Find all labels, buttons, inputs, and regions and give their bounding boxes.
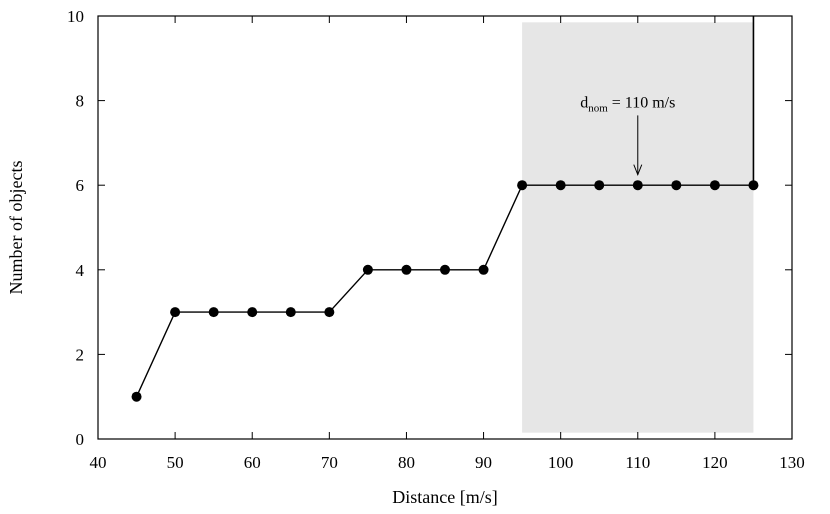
y-tick-label: 4 bbox=[76, 261, 85, 280]
data-point bbox=[594, 180, 605, 191]
data-point bbox=[632, 180, 643, 191]
x-tick-labels: 40 50 60 70 80 90 100 110 120 130 bbox=[90, 453, 805, 472]
data-point bbox=[401, 264, 412, 275]
data-point bbox=[440, 264, 450, 275]
shaded-region bbox=[522, 22, 754, 433]
x-tick-label: 110 bbox=[625, 453, 650, 472]
x-axis-title: Distance [m/s] bbox=[392, 487, 497, 507]
data-point bbox=[131, 391, 142, 402]
x-tick-label: 120 bbox=[702, 453, 728, 472]
data-point bbox=[671, 180, 682, 191]
y-axis-title: Number of objects bbox=[6, 161, 26, 295]
data-point bbox=[478, 264, 489, 275]
tick-marks bbox=[97, 15, 793, 440]
annotation-label: dnom = 110 m/s bbox=[580, 94, 675, 114]
annotation-main: d bbox=[580, 94, 588, 111]
x-tick-label: 50 bbox=[167, 453, 184, 472]
x-tick-label: 100 bbox=[548, 453, 574, 472]
y-tick-labels: 0 2 4 6 8 10 bbox=[67, 7, 85, 449]
plot-frame bbox=[97, 15, 793, 440]
y-tick-label: 6 bbox=[76, 176, 85, 195]
data-point bbox=[170, 307, 181, 318]
data-point bbox=[208, 307, 219, 318]
y-tick-label: 10 bbox=[67, 7, 84, 26]
y-tick-label: 0 bbox=[76, 430, 85, 449]
x-tick-label: 70 bbox=[321, 453, 338, 472]
axes bbox=[97, 15, 793, 440]
annotation-subscript: nom bbox=[588, 102, 608, 114]
data-point bbox=[247, 307, 258, 318]
annotation-rest: = 110 m/s bbox=[608, 94, 676, 111]
y-tick-label: 2 bbox=[76, 345, 85, 364]
x-tick-label: 90 bbox=[475, 453, 492, 472]
data-point bbox=[324, 307, 335, 318]
y-tick-label: 8 bbox=[76, 92, 85, 111]
data-point bbox=[362, 264, 373, 275]
shaded-region-layer bbox=[522, 22, 754, 433]
data-point bbox=[555, 180, 566, 191]
series-layer bbox=[131, 16, 759, 402]
x-tick-label: 130 bbox=[779, 453, 805, 472]
x-tick-label: 80 bbox=[398, 453, 415, 472]
annotation-arrow-head bbox=[633, 164, 643, 176]
data-point bbox=[517, 180, 528, 191]
x-tick-label: 60 bbox=[244, 453, 261, 472]
annotation-layer: dnom = 110 m/s bbox=[580, 94, 675, 176]
data-point bbox=[285, 307, 296, 318]
x-tick-label: 40 bbox=[90, 453, 107, 472]
data-point bbox=[709, 180, 720, 191]
